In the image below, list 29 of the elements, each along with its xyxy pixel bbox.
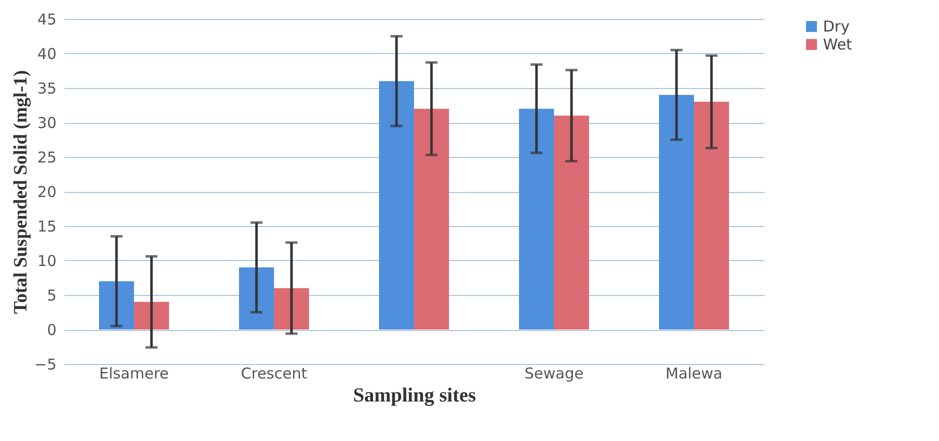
y-tick-label: 0 — [46, 321, 56, 339]
x-tick-label: Crescent — [240, 364, 308, 382]
x-tick-label: Elsamere — [99, 364, 169, 382]
y-tick-label: 10 — [37, 252, 56, 270]
bar — [99, 281, 134, 330]
bar — [274, 288, 309, 330]
x-tick-label: Sewage — [524, 364, 584, 382]
y-tick-label: 5 — [46, 286, 56, 304]
y-tick-label: 15 — [37, 218, 56, 236]
y-tick-label: 45 — [37, 10, 56, 28]
y-tick-label: 20 — [37, 183, 56, 201]
y-tick-label: 35 — [37, 80, 56, 98]
bar — [554, 116, 589, 330]
legend-label: Wet — [823, 36, 852, 54]
bar — [239, 267, 274, 330]
y-tick-label: −5 — [34, 356, 56, 374]
y-tick-label: 25 — [37, 148, 56, 166]
bar — [379, 81, 414, 330]
bar — [659, 94, 694, 330]
y-tick-label: 40 — [37, 45, 56, 63]
x-tick-label: Malewa — [666, 364, 722, 382]
bar — [414, 108, 449, 330]
y-axis-title: Total Suspended Solid (mgl-1) — [10, 70, 32, 314]
bar — [694, 102, 729, 330]
y-tick-label: 30 — [37, 114, 56, 132]
bar — [519, 108, 554, 330]
legend-label: Dry — [823, 18, 850, 36]
bar — [134, 302, 169, 330]
x-axis-title: Sampling sites — [353, 384, 476, 406]
